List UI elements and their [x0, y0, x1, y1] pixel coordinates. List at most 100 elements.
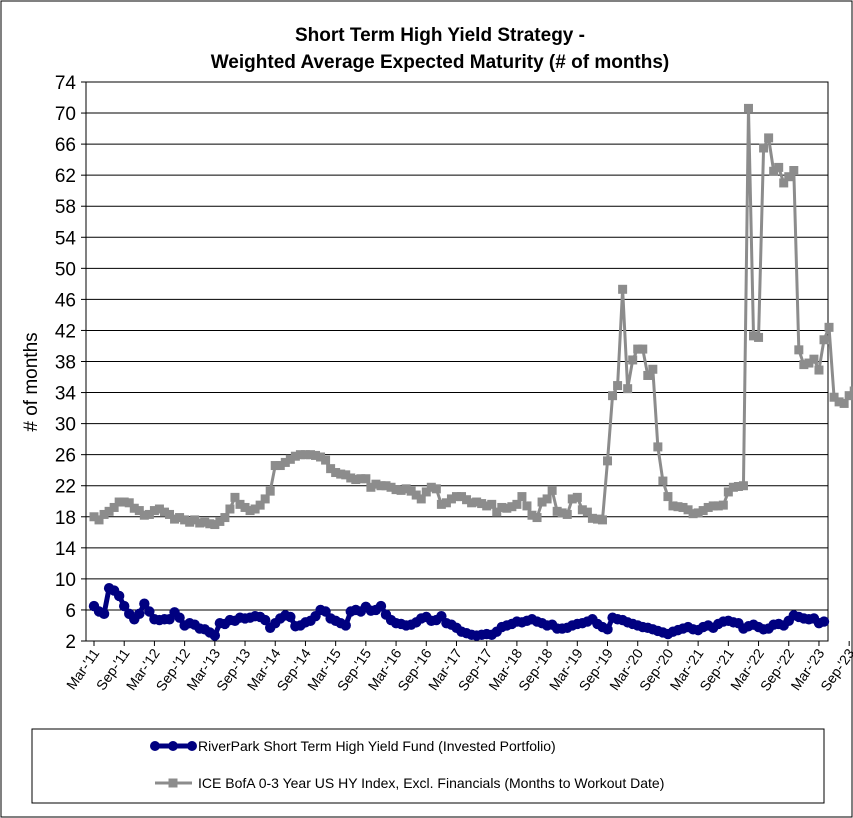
data-point: [285, 454, 295, 464]
data-point: [527, 510, 537, 520]
data-point: [467, 498, 477, 508]
data-point: [628, 355, 638, 365]
data-point: [482, 501, 492, 511]
y-tick-label: 6: [65, 601, 76, 622]
chart-title-line-1: Short Term High Yield Strategy -: [295, 25, 585, 46]
data-point: [512, 499, 522, 509]
data-point: [316, 452, 326, 462]
data-point: [844, 391, 853, 401]
data-point: [431, 484, 441, 494]
data-point: [542, 494, 552, 504]
data-point: [305, 450, 315, 460]
data-point: [361, 474, 371, 484]
data-point: [190, 515, 200, 525]
data-point: [834, 397, 844, 407]
data-point: [139, 598, 150, 609]
y-axis-label: # of months: [21, 332, 42, 431]
data-point: [764, 133, 774, 143]
data-point: [351, 475, 361, 485]
data-point: [139, 510, 149, 520]
data-point: [240, 502, 250, 512]
data-point: [663, 492, 673, 502]
data-point: [411, 490, 421, 500]
gridlines: [86, 81, 828, 642]
data-point: [608, 391, 618, 401]
data-point: [321, 455, 331, 465]
data-point: [280, 457, 290, 467]
data-point: [98, 608, 110, 620]
data-point: [209, 630, 221, 641]
data-point: [728, 482, 738, 492]
data-point: [114, 497, 124, 507]
data-point: [336, 469, 346, 479]
data-point: [683, 505, 693, 515]
data-point: [769, 166, 779, 176]
data-point: [134, 608, 145, 620]
legend: RiverPark Short Term High Yield Fund (In…: [31, 728, 825, 804]
y-tick-label: 74: [55, 73, 77, 94]
data-point: [804, 358, 814, 368]
data-point: [346, 473, 356, 483]
data-point: [472, 497, 482, 507]
data-point: [653, 442, 663, 452]
data-point: [557, 508, 567, 518]
data-point: [436, 499, 446, 509]
data-point: [230, 492, 240, 502]
data-point: [537, 497, 547, 507]
legend-marker-circle: [187, 741, 197, 751]
data-point: [794, 345, 804, 355]
data-point: [572, 492, 582, 502]
data-point: [708, 501, 718, 511]
data-point: [119, 497, 129, 507]
chart-title-line-2: Weighted Average Expected Maturity (# of…: [211, 52, 670, 73]
data-point: [250, 504, 260, 514]
data-point: [300, 450, 310, 460]
data-point: [643, 370, 653, 380]
data-point: [567, 494, 577, 504]
y-tick-label: 62: [55, 166, 76, 187]
y-tick-label: 10: [55, 570, 76, 591]
data-point: [89, 512, 99, 522]
data-point: [507, 502, 517, 512]
data-point: [215, 516, 225, 526]
data-point: [613, 381, 623, 391]
data-point: [94, 515, 104, 525]
data-point: [376, 481, 386, 491]
data-point: [658, 476, 668, 486]
data-point: [170, 514, 180, 524]
data-point: [401, 484, 411, 494]
data-point: [421, 487, 431, 497]
data-point: [673, 502, 683, 512]
data-point: [175, 513, 185, 523]
data-point: [749, 331, 759, 341]
data-point: [225, 504, 235, 514]
data-point: [703, 502, 713, 512]
data-point: [723, 487, 733, 497]
data-point: [738, 481, 748, 491]
y-tick-label: 2: [65, 632, 76, 653]
series-index: [89, 103, 853, 530]
data-point: [356, 474, 366, 484]
data-point: [386, 482, 396, 492]
data-point: [587, 513, 597, 523]
data-point: [441, 498, 451, 508]
data-point: [235, 499, 245, 509]
data-point: [502, 503, 512, 513]
data-point: [597, 515, 607, 525]
data-point: [99, 509, 109, 519]
data-point: [582, 507, 592, 517]
data-point: [462, 495, 472, 505]
data-point: [210, 520, 220, 530]
data-point: [200, 517, 210, 527]
data-point: [391, 485, 401, 495]
y-tick-label: 54: [55, 228, 77, 249]
data-point: [113, 590, 125, 602]
data-point: [789, 166, 799, 176]
data-point: [416, 494, 426, 504]
data-point: [259, 614, 271, 626]
y-tick-label: 46: [55, 290, 76, 311]
data-point: [406, 486, 416, 496]
data-point: [492, 507, 502, 517]
data-point: [451, 492, 461, 502]
data-point: [165, 509, 175, 519]
